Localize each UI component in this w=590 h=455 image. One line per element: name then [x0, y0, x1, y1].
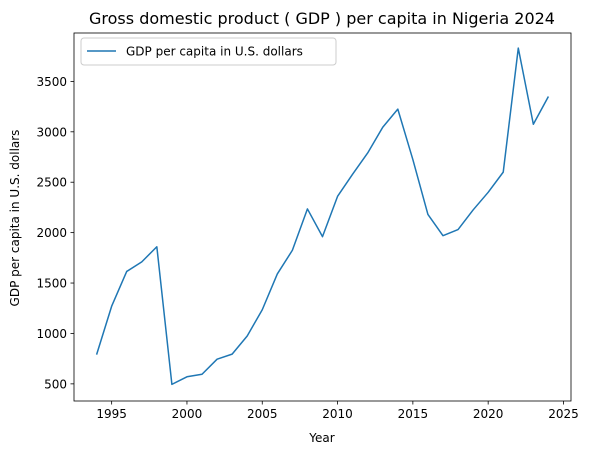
x-tick-label: 1995 — [96, 407, 127, 421]
y-tick-label: 2500 — [36, 176, 67, 190]
y-tick-label: 3000 — [36, 125, 67, 139]
x-tick-label: 2020 — [473, 407, 504, 421]
plot-area — [73, 32, 572, 402]
x-axis-label: Year — [308, 431, 334, 445]
x-axis: 1995 2000 2005 2010 2015 2020 2025 — [96, 401, 579, 421]
y-axis-label: GDP per capita in U.S. dollars — [8, 130, 22, 307]
legend-box — [80, 37, 337, 66]
legend-label: GDP per capita in U.S. dollars — [126, 45, 303, 59]
y-tick-label: 500 — [44, 377, 67, 391]
x-tick-label: 2015 — [398, 407, 429, 421]
series-line — [95, 47, 550, 386]
y-tick-label: 1000 — [36, 327, 67, 341]
y-tick-label: 1500 — [36, 277, 67, 291]
x-tick-label: 2025 — [548, 407, 579, 421]
y-tick-label: 3500 — [36, 75, 67, 89]
x-tick-label: 2005 — [247, 407, 278, 421]
y-tick-label: 2000 — [36, 226, 67, 240]
x-tick-label: 2010 — [322, 407, 353, 421]
plot-frame — [73, 32, 572, 402]
x-tick-label: 2000 — [172, 407, 203, 421]
chart-title: Gross domestic product ( GDP ) per capit… — [89, 9, 555, 28]
y-axis: 500 1000 1500 2000 2500 3000 3500 — [36, 75, 74, 391]
legend: GDP per capita in U.S. dollars — [80, 37, 337, 66]
